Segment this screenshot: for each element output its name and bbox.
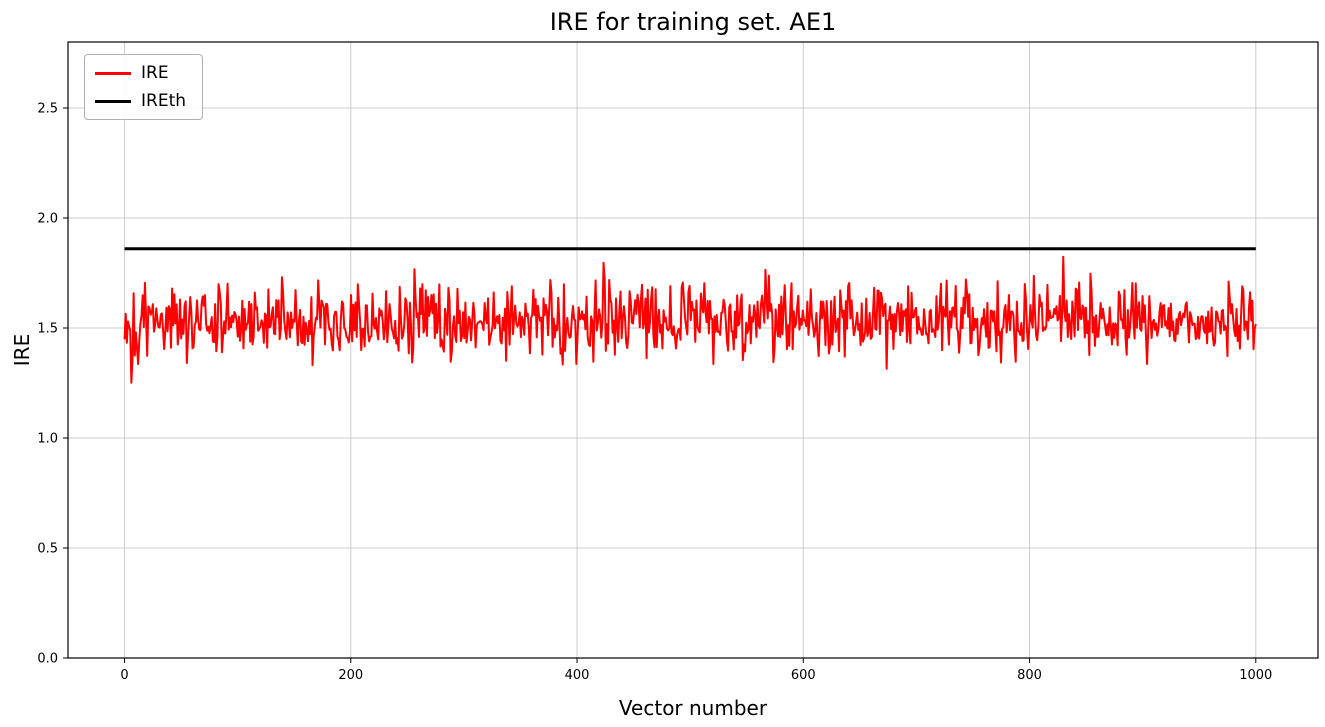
y-tick-label: 1.5 [37,322,58,337]
x-tick-label: 400 [565,668,590,683]
legend-label-ireth: IREth [141,91,187,111]
y-tick-label: 2.0 [37,212,58,227]
y-tick-label: 0.0 [37,652,58,667]
y-axis-label: IRE [10,333,34,367]
y-tick-label: 0.5 [37,542,58,557]
x-axis-label: Vector number [618,696,768,720]
y-tick-label: 2.5 [37,102,58,117]
y-tick-label: 1.0 [37,432,58,447]
legend-line-ireth [95,99,131,103]
legend-label-ire: IRE [141,63,169,83]
legend-item-ire: IRE [95,63,186,83]
legend-item-ireth: IREth [95,91,186,111]
x-tick-label: 200 [338,668,363,683]
axes-frame [67,41,1319,659]
legend-line-ire [95,71,131,75]
series-line-ire [123,255,1257,384]
x-tick-label: 600 [791,668,816,683]
x-tick-label: 800 [1017,668,1042,683]
legend: IRE IREth [84,54,204,120]
chart-title: IRE for training set. AE1 [549,8,837,36]
x-tick-label: 0 [120,668,128,683]
x-tick-label: 1000 [1239,668,1272,683]
